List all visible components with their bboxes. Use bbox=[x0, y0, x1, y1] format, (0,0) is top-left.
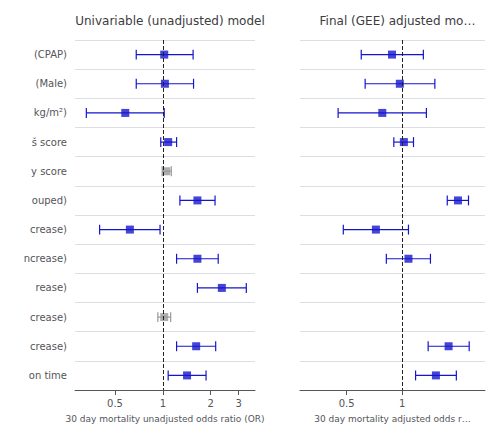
svg-text:kg/m²): kg/m²) bbox=[34, 107, 67, 118]
svg-text:30 day mortality unadjusted od: 30 day mortality unadjusted odds ratio (… bbox=[65, 414, 264, 424]
svg-text:y score: y score bbox=[31, 166, 67, 177]
svg-text:0.5: 0.5 bbox=[107, 398, 123, 409]
svg-text:(CPAP): (CPAP) bbox=[34, 49, 67, 60]
svg-text:rease): rease) bbox=[36, 282, 68, 293]
svg-text:30 day mortality adjusted odds: 30 day mortality adjusted odds r… bbox=[314, 414, 470, 424]
svg-text:0.5: 0.5 bbox=[339, 398, 355, 409]
svg-text:crease): crease) bbox=[30, 224, 67, 235]
svg-text:1: 1 bbox=[399, 398, 405, 409]
svg-text:š score: š score bbox=[32, 137, 67, 148]
svg-text:crease): crease) bbox=[30, 341, 67, 352]
svg-text:ncrease): ncrease) bbox=[24, 253, 67, 264]
svg-text:Univariable (unadjusted) model: Univariable (unadjusted) model bbox=[75, 14, 265, 28]
svg-text:ouped): ouped) bbox=[32, 195, 67, 206]
svg-text:2: 2 bbox=[208, 398, 214, 409]
svg-text:on time: on time bbox=[29, 370, 67, 381]
svg-text:Final (GEE) adjusted mo…: Final (GEE) adjusted mo… bbox=[320, 14, 476, 28]
svg-text:(Male): (Male) bbox=[36, 78, 68, 89]
svg-text:crease): crease) bbox=[30, 312, 67, 323]
svg-text:3: 3 bbox=[235, 398, 241, 409]
svg-text:1: 1 bbox=[160, 398, 166, 409]
